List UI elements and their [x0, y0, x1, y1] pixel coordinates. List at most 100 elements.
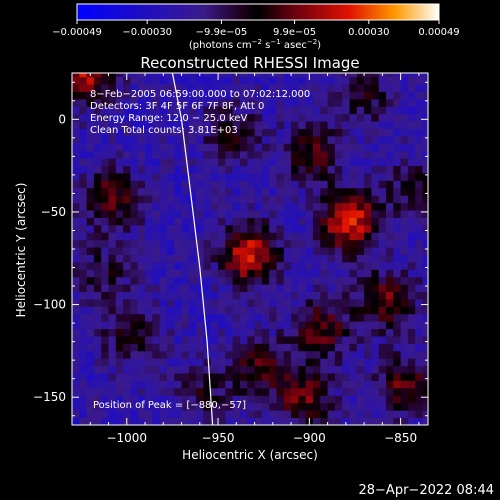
heatmap-pixel — [327, 350, 336, 359]
heatmap-pixel — [137, 410, 146, 418]
heatmap-pixel — [232, 410, 241, 418]
heatmap-pixel — [342, 343, 350, 352]
heatmap-pixel — [137, 402, 146, 411]
heatmap-pixel — [393, 336, 402, 344]
heatmap-pixel — [254, 73, 263, 78]
heatmap-pixel — [196, 98, 204, 107]
heatmap-pixel — [327, 321, 336, 330]
heatmap-pixel — [79, 173, 87, 181]
heatmap-pixel — [393, 165, 402, 174]
heatmap-pixel — [145, 173, 153, 181]
heatmap-pixel — [188, 239, 197, 248]
heatmap-pixel — [305, 232, 314, 241]
heatmap-pixel — [232, 387, 241, 396]
heatmap-pixel — [334, 343, 343, 352]
heatmap-pixel — [305, 276, 314, 285]
heatmap-pixel — [320, 210, 328, 218]
heatmap-pixel — [378, 135, 387, 144]
heatmap-pixel — [72, 150, 80, 159]
heatmap-pixel — [232, 202, 241, 211]
heatmap-pixel — [247, 247, 255, 255]
heatmap-pixel — [415, 328, 423, 337]
heatmap-pixel — [145, 106, 153, 115]
heatmap-pixel — [269, 261, 277, 270]
heatmap-pixel — [166, 239, 175, 248]
heatmap-pixel — [232, 254, 241, 263]
heatmap-pixel — [327, 84, 336, 92]
heatmap-pixel — [130, 380, 139, 389]
heatmap-pixel — [276, 91, 285, 100]
heatmap-pixel — [79, 76, 87, 85]
heatmap-pixel — [225, 336, 234, 344]
heatmap-pixel — [422, 373, 428, 381]
heatmap-pixel — [72, 210, 80, 218]
heatmap-pixel — [422, 232, 428, 241]
heatmap-pixel — [254, 402, 263, 411]
heatmap-pixel — [174, 306, 182, 315]
heatmap-pixel — [386, 76, 394, 85]
heatmap-pixel — [101, 336, 109, 344]
heatmap-pixel — [225, 76, 234, 85]
heatmap-pixel — [269, 276, 277, 285]
heatmap-pixel — [108, 113, 117, 122]
heatmap-pixel — [130, 202, 139, 211]
heatmap-pixel — [181, 98, 190, 107]
heatmap-pixel — [393, 410, 402, 418]
heatmap-pixel — [86, 76, 95, 85]
heatmap-pixel — [407, 135, 416, 144]
heatmap-pixel — [239, 358, 248, 367]
heatmap-pixel — [407, 150, 416, 159]
heatmap-pixel — [210, 417, 219, 425]
heatmap-pixel — [145, 380, 153, 389]
heatmap-pixel — [320, 350, 328, 359]
heatmap-pixel — [415, 224, 423, 233]
heatmap-pixel — [196, 84, 204, 92]
heatmap-pixel — [115, 165, 124, 174]
heatmap-pixel — [320, 254, 328, 263]
heatmap-pixel — [247, 410, 255, 418]
heatmap-pixel — [400, 410, 409, 418]
heatmap-pixel — [181, 410, 190, 418]
heatmap-pixel — [356, 239, 365, 248]
heatmap-pixel — [269, 121, 277, 129]
heatmap-pixel — [261, 239, 270, 248]
heatmap-pixel — [393, 173, 402, 181]
heatmap-pixel — [247, 91, 255, 100]
heatmap-pixel — [166, 202, 175, 211]
heatmap-pixel — [123, 232, 131, 241]
heatmap-pixel — [283, 291, 292, 300]
heatmap-pixel — [298, 247, 307, 255]
heatmap-pixel — [188, 291, 197, 300]
heatmap-pixel — [166, 217, 175, 226]
y-tick-label: −100 — [33, 298, 66, 312]
heatmap-pixel — [79, 187, 87, 196]
heatmap-pixel — [356, 284, 365, 293]
heatmap-pixel — [342, 299, 350, 307]
heatmap-pixel — [93, 150, 102, 159]
heatmap-pixel — [269, 269, 277, 278]
heatmap-pixel — [386, 261, 394, 270]
heatmap-pixel — [196, 328, 204, 337]
heatmap-pixel — [86, 306, 95, 315]
heatmap-pixel — [334, 284, 343, 293]
heatmap-pixel — [291, 358, 299, 367]
heatmap-pixel — [188, 195, 197, 204]
heatmap-pixel — [232, 313, 241, 322]
annotation-time-range: 8−Feb−2005 06:59:00.000 to 07:02:12.000 — [90, 89, 310, 100]
heatmap-pixel — [422, 410, 428, 418]
heatmap-pixel — [393, 135, 402, 144]
heatmap-pixel — [349, 291, 358, 300]
heatmap-pixel — [218, 84, 226, 92]
heatmap-pixel — [93, 224, 102, 233]
heatmap-pixel — [371, 358, 380, 367]
heatmap-pixel — [137, 73, 146, 78]
heatmap-pixel — [130, 173, 139, 181]
heatmap-pixel — [218, 91, 226, 100]
heatmap-pixel — [145, 254, 153, 263]
heatmap-pixel — [203, 402, 212, 411]
heatmap-pixel — [364, 202, 372, 211]
heatmap-pixel — [152, 91, 161, 100]
heatmap-pixel — [320, 247, 328, 255]
heatmap-pixel — [210, 254, 219, 263]
heatmap-pixel — [101, 380, 109, 389]
